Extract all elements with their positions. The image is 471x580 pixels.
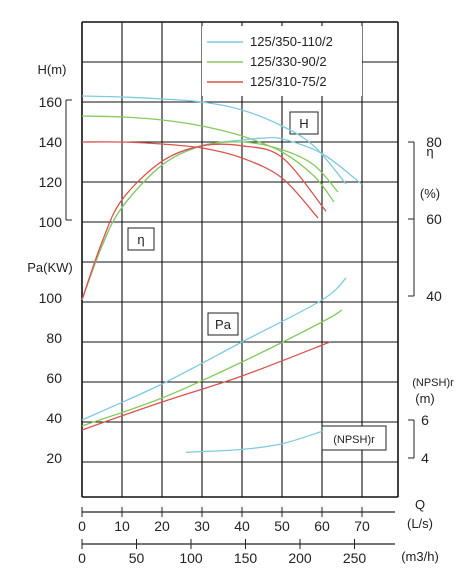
q-tick-label: 10 [114, 518, 130, 534]
pa-tick-label: 80 [46, 330, 62, 346]
box-label-frame [207, 312, 239, 336]
q-tick-label: 40 [234, 518, 250, 534]
eta-axis-label: η [426, 144, 433, 159]
series-eta-125-310-75-2 [81, 143, 327, 301]
npsh-axis-unit: (m) [415, 391, 435, 406]
npsh-tick-label: 4 [421, 450, 429, 466]
q-tick-label: 20 [154, 518, 170, 534]
qh-tick-label: 250 [343, 550, 367, 566]
q-tick-label: 60 [314, 518, 330, 534]
eta-tick-label: 60 [426, 211, 442, 227]
box-label-npsh: (NPSH)r [333, 434, 375, 446]
qh-tick-label: 50 [129, 550, 145, 566]
eta-axis-unit: (%) [420, 186, 440, 201]
series-pa-125-330-90-2 [81, 309, 343, 427]
q-axis-unit: (L/s) [407, 516, 433, 531]
legend-label: 125/310-75/2 [250, 74, 327, 89]
h-axis-label: H(m) [38, 62, 67, 77]
h-tick-label: 100 [39, 214, 63, 230]
series-h-125-310-75-2 [81, 141, 319, 219]
qh-axis-label: (m3/h) [401, 549, 439, 564]
pa-tick-label: 60 [46, 370, 62, 386]
curves [81, 95, 363, 453]
h-tick-label: 140 [39, 134, 63, 150]
npsh-tick-label: 6 [421, 412, 429, 428]
pa-tick-label: 40 [46, 410, 62, 426]
series-pa-125-310-75-2 [81, 341, 331, 431]
qh-tick-label: 100 [179, 550, 203, 566]
series-eta-125-330-90-2 [81, 141, 339, 301]
curve-box-labels: Hη Pa (NPSH)r [127, 111, 387, 451]
pa-tick-label: 20 [46, 450, 62, 466]
qh-tick-label: 0 [78, 550, 86, 566]
q-tick-label: 0 [78, 518, 86, 534]
eta-tick-label: 40 [426, 288, 442, 304]
q-tick-label: 70 [354, 518, 370, 534]
box-label-Pa: Pa [215, 317, 232, 332]
pa-axis-label: Pa(KW) [27, 260, 73, 275]
h-tick-label: 160 [39, 94, 63, 110]
legend-label: 125/330-90/2 [250, 54, 327, 69]
series-pa-125-350-110-2 [81, 277, 347, 421]
axis-labels: H(m)100120140160Pa(KW)20406080100η(%)406… [27, 62, 454, 566]
h-tick-label: 120 [39, 174, 63, 190]
pa-tick-label: 100 [39, 290, 63, 306]
series-h-125-350-110-2 [81, 95, 347, 185]
q-axis-label: Q [415, 497, 425, 512]
legend: 125/350-110/2 125/330-90/2 125/310-75/2 [202, 26, 362, 96]
q-tick-label: 30 [194, 518, 210, 534]
box-label-frame [321, 425, 387, 451]
box-label-frame [289, 111, 319, 135]
box-label-frame [127, 227, 155, 251]
eta-tick-label: 80 [426, 134, 442, 150]
qh-tick-label: 150 [234, 550, 258, 566]
legend-label: 125/350-110/2 [250, 34, 333, 49]
q-tick-label: 50 [274, 518, 290, 534]
box-label-eta: η [137, 232, 144, 247]
series-npshr-npshr [185, 430, 323, 453]
npsh-axis-label: (NPSH)r [412, 377, 454, 389]
series-eta-125-350-110-2 [81, 136, 363, 301]
legend-box [202, 26, 362, 96]
box-label-H: H [299, 116, 308, 131]
series-h-125-330-90-2 [81, 115, 335, 203]
qh-tick-label: 200 [288, 550, 312, 566]
